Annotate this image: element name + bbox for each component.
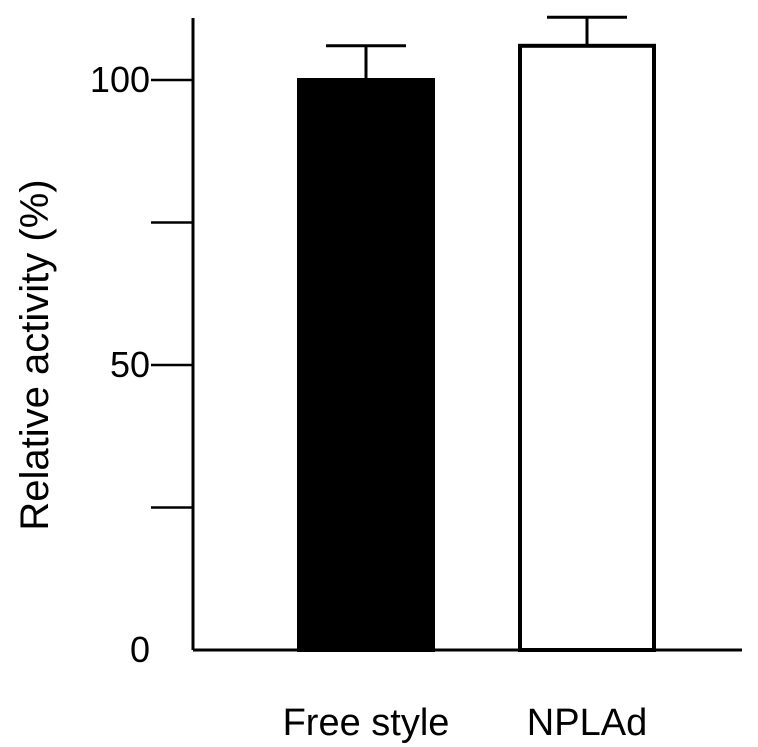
bar-nplad	[518, 43, 656, 653]
y-tick-label: 0	[130, 629, 150, 670]
y-tick-label: 100	[90, 59, 150, 100]
y-axis-title: Relative activity (%)	[13, 179, 57, 530]
labels: 0 50 100 Free style NPLAd	[90, 59, 647, 744]
x-category-label: NPLAd	[527, 702, 647, 744]
y-tick-label: 50	[110, 344, 150, 385]
bars	[297, 15, 656, 653]
x-category-label: Free style	[283, 702, 450, 744]
bar-free-style	[297, 78, 435, 652]
